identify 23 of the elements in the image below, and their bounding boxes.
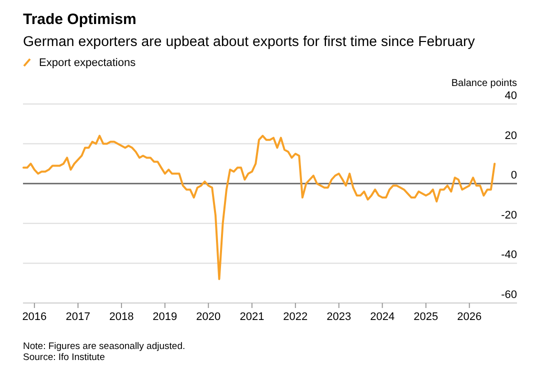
x-tick-label: 2016 bbox=[22, 311, 47, 323]
y-axis-title: Balance points bbox=[451, 78, 517, 89]
y-tick-label: -40 bbox=[501, 249, 517, 262]
y-tick-label: 40 bbox=[504, 90, 517, 102]
source-note: Source: Ifo Institute bbox=[23, 352, 105, 363]
x-tick-label: 2026 bbox=[457, 311, 482, 323]
x-tick-label: 2022 bbox=[283, 311, 308, 323]
x-tick-label: 2018 bbox=[109, 311, 134, 323]
chart-subtitle: German exporters are upbeat about exports for first time since February bbox=[23, 34, 476, 50]
x-tick-label: 2021 bbox=[240, 311, 264, 323]
y-tick-label: 0 bbox=[510, 170, 517, 182]
x-tick-label: 2017 bbox=[66, 311, 90, 323]
x-tick-label: 2024 bbox=[370, 311, 395, 323]
y-tick-label: 20 bbox=[504, 130, 517, 142]
x-tick-label: 2023 bbox=[326, 311, 352, 323]
x-tick-label: 2020 bbox=[196, 311, 221, 323]
x-tick-label: 2025 bbox=[414, 311, 438, 323]
x-tick-label: 2019 bbox=[152, 311, 178, 323]
y-tick-label: -60 bbox=[501, 289, 517, 301]
y-tick-label: -20 bbox=[501, 209, 517, 222]
chart-title: Trade Optimism bbox=[23, 11, 136, 28]
text: Note: Figures are seasonally adjusted. bbox=[23, 341, 186, 352]
legend-label: Export expectations bbox=[39, 57, 136, 69]
